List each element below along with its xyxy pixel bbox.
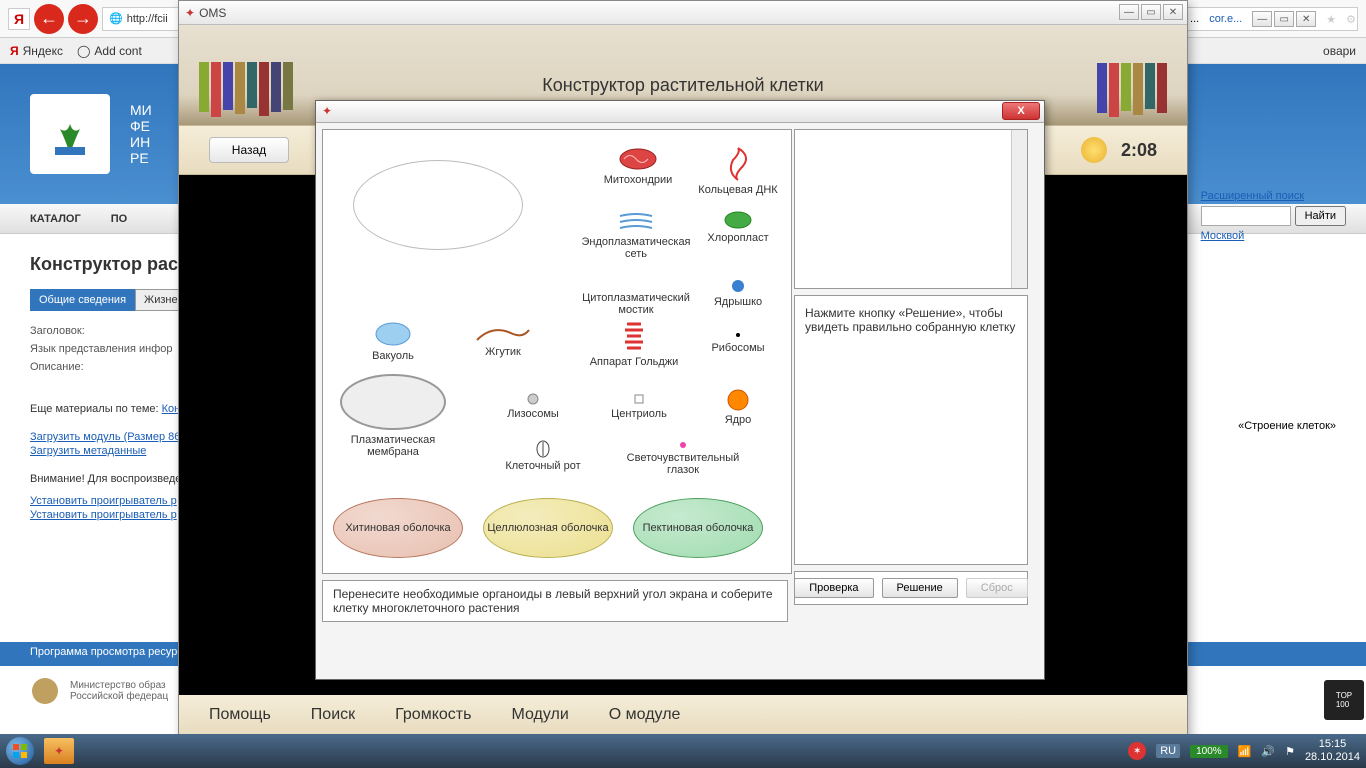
zoom-indicator[interactable]: 100% [1190,745,1228,758]
menu-search[interactable]: Поиск [311,706,355,724]
organelle-flagellum[interactable]: Жгутик [463,320,543,358]
organelle-ribosomes[interactable]: Рибосомы [703,330,773,354]
oms-window-controls: — ▭ ✕ [1119,4,1183,20]
check-button[interactable]: Проверка [794,578,873,598]
instruction-text: Перенесите необходимые органоиды в левый… [322,580,788,622]
menu-volume[interactable]: Громкость [395,706,471,724]
back-button[interactable]: ← [34,4,64,34]
back-button[interactable]: Назад [209,137,289,163]
organelle-ring-dna[interactable]: Кольцевая ДНК [693,146,783,196]
header-text: МИ ФЕ ИН РЕ [130,102,152,166]
bookmark-item[interactable]: Я Яндекс [10,44,63,58]
ministry-footer: Министерство образРоссийской федерац [30,676,168,706]
search-input[interactable] [1201,206,1291,226]
organelle-nucleolus[interactable]: Ядрышко [703,278,773,308]
organelle-vacuole[interactable]: Вакуоль [353,320,433,362]
organelle-golgi[interactable]: Аппарат Гольджи [579,320,689,368]
structure-text: «Строение клеток» [1238,420,1336,432]
oms-titlebar[interactable]: ✦ OMS — ▭ ✕ [179,1,1187,25]
browser-window-controls: — ▭ ✕ [1252,11,1316,27]
language-indicator[interactable]: RU [1156,744,1180,758]
hint-panel: Нажмите кнопку «Решение», чтобы увидеть … [794,295,1028,565]
shell-chitin[interactable]: Хитиновая оболочка [333,498,463,558]
organelle-lysosomes[interactable]: Лизосомы [493,392,573,420]
oms-menu: Помощь Поиск Громкость Модули О модуле [179,695,1187,735]
taskbar: ✦ ✶ RU 100% 📶 🔊 ⚑ 15:15 28.10.2014 [0,734,1366,768]
advanced-search-link[interactable]: Расширенный поиск [1201,190,1346,202]
menu-help[interactable]: Помощь [209,706,271,724]
organelle-mitochondria[interactable]: Митохондрии [593,146,683,186]
nav-catalog[interactable]: КАТАЛОГ [30,213,81,225]
organelle-er[interactable]: Эндоплазматическая сеть [571,210,701,260]
minimize-icon[interactable]: — [1252,11,1272,27]
gear-icon[interactable]: ⚙ [1346,13,1356,26]
url-text: http://fcii [127,13,168,25]
maximize-icon[interactable]: ▭ [1274,11,1294,27]
star-icon[interactable]: ★ [1326,13,1336,26]
shell-pectin[interactable]: Пектиновая оболочка [633,498,763,558]
organelle-eyespot[interactable]: Светочувствительный глазок [613,440,753,476]
organelle-cyto-bridge[interactable]: Цитоплазматический мостик [571,278,701,316]
organelle-centriole[interactable]: Центриоль [599,392,679,420]
tray-icon[interactable]: ✶ [1128,742,1146,760]
start-button[interactable] [0,734,40,768]
find-button[interactable]: Найти [1295,206,1346,226]
hint-text: Нажмите кнопку «Решение», чтобы увидеть … [805,306,1017,334]
right-tabs: т ... cor.e... — ▭ ✕ ★ ⚙ [1182,0,1356,38]
moscow-link[interactable]: Москвой [1201,230,1346,242]
taskbar-app-icon[interactable]: ✦ [44,738,74,764]
close-icon[interactable]: X [1002,102,1040,120]
menu-about[interactable]: О модуле [609,706,681,724]
constructor-dialog: ✦ X Митохондрии Кольцевая ДНК [315,100,1045,680]
shell-cellulose[interactable]: Целлюлозная оболочка [483,498,613,558]
empty-cell-target[interactable] [353,160,523,252]
assembly-panel[interactable] [794,129,1028,289]
oms-title: OMS [199,6,226,20]
network-icon[interactable]: 📶 [1238,745,1252,758]
organelle-membrane[interactable]: Плазматическая мембрана [333,372,453,458]
yandex-button[interactable]: Я [8,8,30,30]
maximize-icon[interactable]: ▭ [1141,4,1161,20]
scrollbar[interactable] [1011,130,1027,288]
organelle-nucleus[interactable]: Ядро [703,388,773,426]
bookmark-item[interactable]: ◯ Add cont [77,44,142,58]
tab-general[interactable]: Общие сведения [30,289,135,311]
globe-icon: 🌐 [109,12,123,25]
constructor-titlebar[interactable]: ✦ X [316,101,1044,123]
buttons-panel: Проверка Решение Сброс [794,571,1028,605]
dialog-icon: ✦ [322,104,332,118]
flag-icon[interactable]: ⚑ [1285,745,1295,758]
parts-panel: Митохондрии Кольцевая ДНК Эндоплазматиче… [322,129,792,574]
info-icon[interactable] [1081,137,1107,163]
tab[interactable]: cor.e... [1209,13,1242,25]
oms-icon: ✦ [185,6,195,20]
close-icon[interactable]: ✕ [1163,4,1183,20]
desktop-widget: TOP100 [1324,680,1364,720]
clock[interactable]: 15:15 28.10.2014 [1305,738,1360,764]
organelle-chloroplast[interactable]: Хлоропласт [703,210,773,244]
more-label: Еще материалы по теме: [30,403,159,415]
app-title: Конструктор растительной клетки [542,75,823,96]
bookmark-item[interactable]: овари [1323,44,1356,58]
menu-modules[interactable]: Модули [511,706,568,724]
site-logo [30,94,110,174]
minimize-icon[interactable]: — [1119,4,1139,20]
system-tray: ✶ RU 100% 📶 🔊 ⚑ 15:15 28.10.2014 [1128,738,1360,764]
reset-button[interactable]: Сброс [966,578,1028,598]
timer: 2:08 [1121,140,1157,161]
close-icon[interactable]: ✕ [1296,11,1316,27]
nav-po[interactable]: ПО [111,213,127,225]
organelle-cell-mouth[interactable]: Клеточный рот [498,440,588,472]
solution-button[interactable]: Решение [882,578,958,598]
volume-icon[interactable]: 🔊 [1261,745,1275,758]
forward-button[interactable]: → [68,4,98,34]
